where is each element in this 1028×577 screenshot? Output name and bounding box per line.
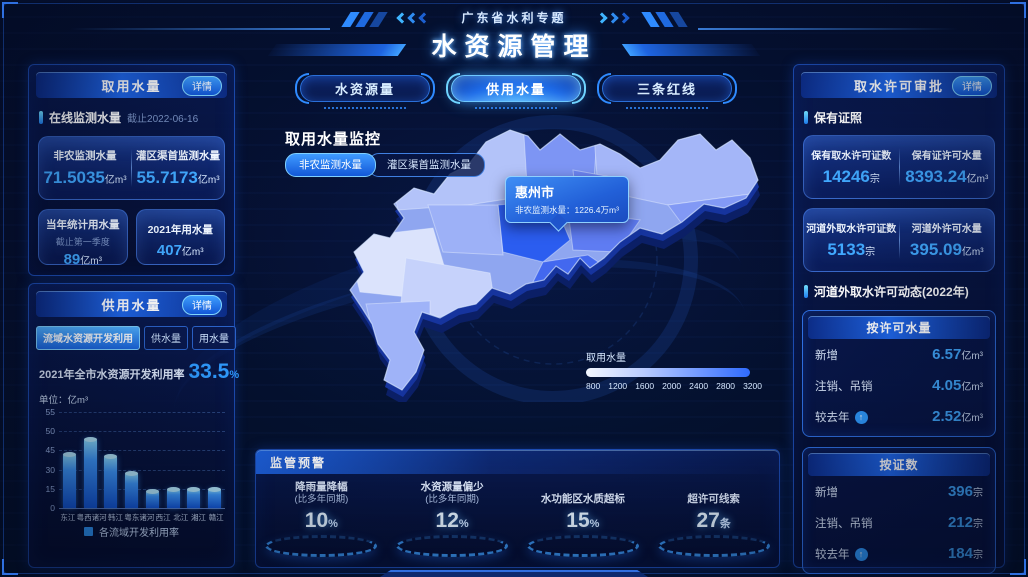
- pedestal-ring-icon: [396, 535, 509, 557]
- current-year-stat: 当年统计用水量 截止第一季度 89亿m³: [38, 209, 128, 268]
- chart-bar[interactable]: [208, 486, 222, 508]
- tab-three-red-lines[interactable]: 三条红线: [597, 73, 737, 109]
- online-monitor-section: 在线监测水量 截止2022-06-16: [39, 109, 224, 126]
- chart-legend: 各流域开发利用率: [29, 524, 234, 539]
- chart-legend-label: 各流域开发利用率: [99, 528, 179, 539]
- by-count-row-cancel: 注销、吊销 212宗: [815, 514, 983, 531]
- flow-chart[interactable]: 0 15 30 45 50 55 东江 粤西诸河 韩江 粤东诸河 西江 北江 湘江 赣江: [39, 407, 227, 522]
- chart-bar[interactable]: [187, 486, 201, 508]
- online-monitor-card: 非农监测水量 71.5035亿m³ 灌区渠首监测水量 55.7173亿m³: [38, 136, 225, 200]
- by-volume-header: 按许可水量: [808, 316, 990, 339]
- map-tabs: 非农监测水量 灌区渠首监测水量: [285, 153, 485, 177]
- by-volume-row-new: 新增 6.57亿m³: [815, 346, 983, 363]
- tooltip-city: 惠州市: [515, 185, 555, 200]
- chart-unit-label: 单位：亿m³: [39, 395, 89, 406]
- by-count-row-new: 新增 396宗: [815, 483, 983, 500]
- tab-supply-volume[interactable]: 供水量: [144, 326, 188, 350]
- map-tab-irrigation[interactable]: 灌区渠首监测水量: [368, 153, 485, 177]
- warning-panel-header: 监管预警: [256, 450, 779, 474]
- license-card-1: 保有取水许可证数 14246宗 保有证许可水量 8393.24亿m³: [803, 135, 995, 199]
- panel-supply-header: 供用水量 详情: [36, 291, 227, 317]
- legend-swatch-icon: [84, 527, 93, 536]
- intake-detail-button[interactable]: 详情: [182, 76, 222, 96]
- by-count-subpanel: 按证数 新增 396宗 注销、吊销 212宗 较去年 184宗: [802, 447, 996, 574]
- panel-intake-water: 取用水量 详情 在线监测水量 截止2022-06-16 非农监测水量 71.50…: [28, 64, 235, 276]
- yearly-cards-row: 当年统计用水量 截止第一季度 89亿m³ 2021年用水量 407亿m³: [38, 209, 225, 268]
- by-volume-subpanel: 按许可水量 新增 6.57亿m³ 注销、吊销 4.05亿m³ 较去年 2.52亿…: [802, 310, 996, 437]
- header: 广东省水利专题 水资源管理: [0, 0, 1028, 62]
- chart-bar[interactable]: [166, 486, 180, 508]
- irrigation-stat: 灌区渠首监测水量 55.7173亿m³: [136, 150, 220, 187]
- supply-detail-button[interactable]: 详情: [182, 295, 222, 315]
- pedestal-ring-icon: [526, 535, 639, 557]
- map-tab-nonfarm[interactable]: 非农监测水量: [285, 153, 376, 177]
- utilization-rate-value: 33.5: [188, 360, 230, 383]
- map-legend: 取用水量 800 1200 1600 2000 2400 2800 3200: [586, 349, 762, 391]
- panel-permit-title: 取水许可审批: [853, 78, 944, 94]
- last-year-stat: 2021年用水量 407亿m³: [135, 209, 225, 265]
- license-section: 保有证照: [804, 109, 994, 126]
- chart-bar[interactable]: [83, 436, 97, 508]
- utilization-rate-line: 2021年全市水资源开发利用率 33.5%: [39, 360, 240, 383]
- panel-permit-approval: 取水许可审批 详情 保有证照 保有取水许可证数 14246宗 保有证许可水量 8…: [793, 64, 1005, 574]
- warning-panel-title: 监管预警: [270, 455, 327, 470]
- panel-intake-header: 取用水量 详情: [36, 72, 227, 98]
- by-volume-row-cancel: 注销、吊销 4.05亿m³: [815, 377, 983, 394]
- map-title: 取用水量监控: [285, 131, 382, 148]
- up-arrow-icon: [854, 547, 868, 561]
- pedestal-ring-icon: [657, 535, 770, 557]
- warning-item-resource: 水资源量偏少 (比多年同期) 12%: [387, 480, 518, 557]
- license-section-label: 保有证照: [814, 111, 863, 125]
- center-tab-bar: 水资源量 供用水量 三条红线: [295, 73, 737, 109]
- warning-item-overpermit: 超许可线索 27条: [648, 480, 779, 557]
- warning-items: 降雨量降幅 (比多年同期) 10% 水资源量偏少 (比多年同期) 12% 水功能区水…: [256, 480, 779, 557]
- header-subtitle: 广东省水利专题: [461, 11, 567, 25]
- map-legend-gradient: [586, 368, 750, 377]
- section-tick-icon: [804, 285, 808, 298]
- by-volume-row-vs-lastyear: 较去年 2.52亿m³: [803, 401, 995, 432]
- up-arrow-icon: [854, 410, 868, 424]
- panel-supervision-warning: 监管预警 降雨量降幅 (比多年同期) 10% 水资源量偏少 (比多年同期) 12% …: [255, 449, 780, 568]
- tab-water-resources[interactable]: 水资源量: [295, 73, 435, 109]
- dynamic-section: 河道外取水许可动态(2022年): [804, 283, 994, 300]
- online-monitor-label: 在线监测水量: [49, 111, 122, 125]
- online-monitor-date: 截止2022-06-16: [127, 114, 199, 125]
- by-count-header: 按证数: [808, 453, 990, 476]
- warning-item-quality: 水功能区水质超标 15%: [518, 480, 649, 557]
- pedestal-ring-icon: [265, 535, 378, 557]
- chart-bar[interactable]: [104, 453, 118, 508]
- license-card-2: 河道外取水许可证数 5133宗 河道外许可水量 395.09亿m³: [803, 208, 995, 272]
- panel-supply-water: 供用水量 详情 流域水资源开发利用 供水量 用水量 2021年全市水资源开发利用…: [28, 283, 240, 568]
- by-count-row-vs-lastyear: 较去年 184宗: [803, 538, 995, 569]
- section-tick-icon: [39, 111, 43, 124]
- warning-item-rainfall: 降雨量降幅 (比多年同期) 10%: [256, 480, 387, 557]
- tab-use-volume[interactable]: 用水量: [192, 326, 236, 350]
- map-tooltip: 惠州市 非农监测水量：1226.4万m³: [505, 176, 629, 223]
- bottom-notch-decoration: [380, 570, 648, 577]
- panel-permit-header: 取水许可审批 详情: [801, 72, 997, 98]
- map-legend-title: 取用水量: [586, 353, 626, 364]
- panel-intake-title: 取用水量: [101, 78, 162, 94]
- chart-x-labels: 东江 粤西诸河 韩江 粤东诸河 西江 北江 湘江 赣江: [60, 513, 224, 522]
- panel-supply-title: 供用水量: [101, 297, 162, 313]
- chart-bar[interactable]: [62, 452, 76, 508]
- section-tick-icon: [804, 111, 808, 124]
- dynamic-section-label: 河道外取水许可动态(2022年): [814, 285, 969, 299]
- chart-bars: [59, 412, 225, 508]
- tooltip-value-line: 非农监测水量：1226.4万m³: [515, 205, 619, 215]
- permit-detail-button[interactable]: 详情: [952, 76, 992, 96]
- tab-basin-utilization[interactable]: 流域水资源开发利用: [36, 326, 140, 350]
- page-title: 水资源管理: [431, 33, 597, 61]
- supply-tabs: 流域水资源开发利用 供水量 用水量: [36, 326, 236, 350]
- nonfarm-stat: 非农监测水量 71.5035亿m³: [43, 150, 127, 187]
- chart-bar[interactable]: [125, 471, 139, 508]
- tab-supply-use[interactable]: 供用水量: [446, 73, 586, 109]
- map-legend-ticks: 800 1200 1600 2000 2400 2800 3200: [586, 381, 762, 391]
- chart-bar[interactable]: [145, 489, 159, 508]
